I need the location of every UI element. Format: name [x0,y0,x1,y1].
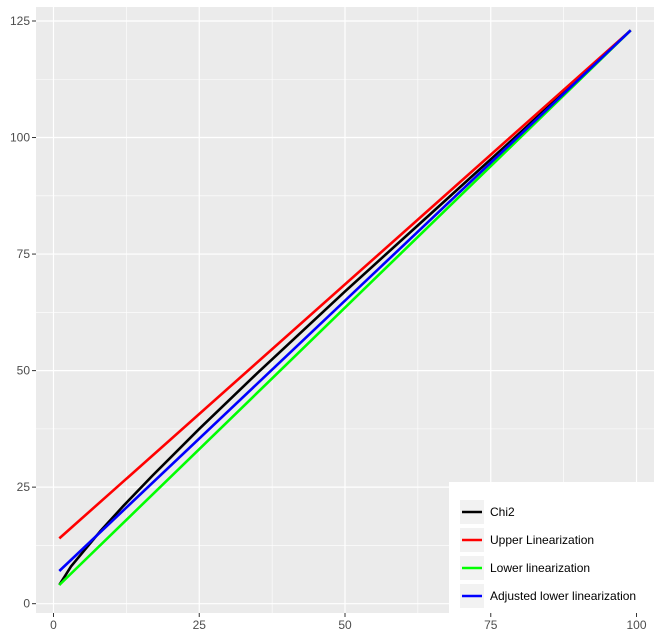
series-line-chi2 [58,29,632,586]
legend-label-upper-linearization: Upper Linearization [490,533,594,547]
x-tick-label: 25 [193,618,207,631]
axes: 0 25 50 75 100 0 25 50 75 100 125 [10,14,647,631]
legend-label-adjusted-lower-linearization: Adjusted lower linearization [490,589,636,603]
x-tick-label: 50 [338,618,352,631]
legend: Chi2 Upper Linearization Lower linearizati… [449,482,659,613]
series-layer [58,29,632,586]
x-tick-label: 0 [50,618,57,631]
y-tick-label: 100 [10,131,30,145]
y-tick-label: 0 [23,597,30,611]
series-line-upper-linearization [58,29,632,540]
y-tick-label: 75 [17,247,31,261]
y-tick-label: 50 [17,364,31,378]
y-tick-label: 125 [10,14,30,28]
major-gridlines [36,7,654,613]
x-tick-label: 75 [484,618,498,631]
legend-label-lower-linearization: Lower linearization [490,561,590,575]
series-line-adjusted-lower-linearization [58,29,632,572]
x-tick-label: 100 [626,618,646,631]
legend-label-chi2: Chi2 [490,505,515,519]
y-tick-label: 25 [17,480,31,494]
series-line-lower-linearization [58,29,632,586]
